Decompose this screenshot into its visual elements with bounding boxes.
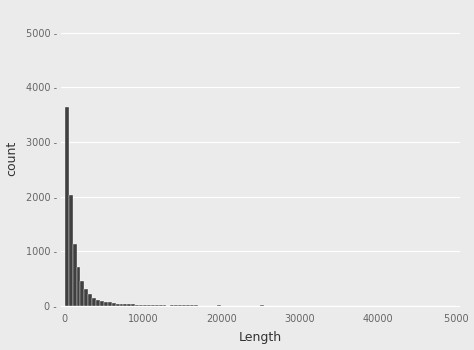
- Bar: [135, 304, 139, 306]
- Bar: [155, 305, 159, 306]
- Bar: [84, 289, 88, 306]
- Bar: [151, 305, 155, 306]
- Bar: [73, 244, 77, 306]
- Bar: [92, 298, 96, 306]
- Bar: [119, 304, 123, 306]
- Bar: [88, 294, 92, 306]
- Bar: [163, 305, 166, 306]
- Bar: [186, 305, 190, 306]
- Bar: [81, 281, 84, 306]
- Bar: [170, 305, 174, 306]
- X-axis label: Length: Length: [239, 331, 282, 344]
- Bar: [108, 302, 112, 306]
- Bar: [159, 305, 163, 306]
- Bar: [123, 304, 128, 306]
- Bar: [143, 305, 147, 306]
- Bar: [65, 107, 69, 306]
- Y-axis label: count: count: [6, 140, 18, 176]
- Bar: [96, 300, 100, 306]
- Bar: [69, 195, 73, 306]
- Bar: [128, 303, 131, 306]
- Bar: [182, 305, 186, 306]
- Bar: [104, 302, 108, 306]
- Bar: [131, 304, 135, 306]
- Bar: [147, 305, 151, 306]
- Bar: [174, 305, 178, 306]
- Bar: [112, 303, 116, 306]
- Bar: [116, 303, 119, 306]
- Bar: [77, 267, 81, 306]
- Bar: [100, 301, 104, 306]
- Bar: [217, 305, 221, 306]
- Bar: [139, 304, 143, 306]
